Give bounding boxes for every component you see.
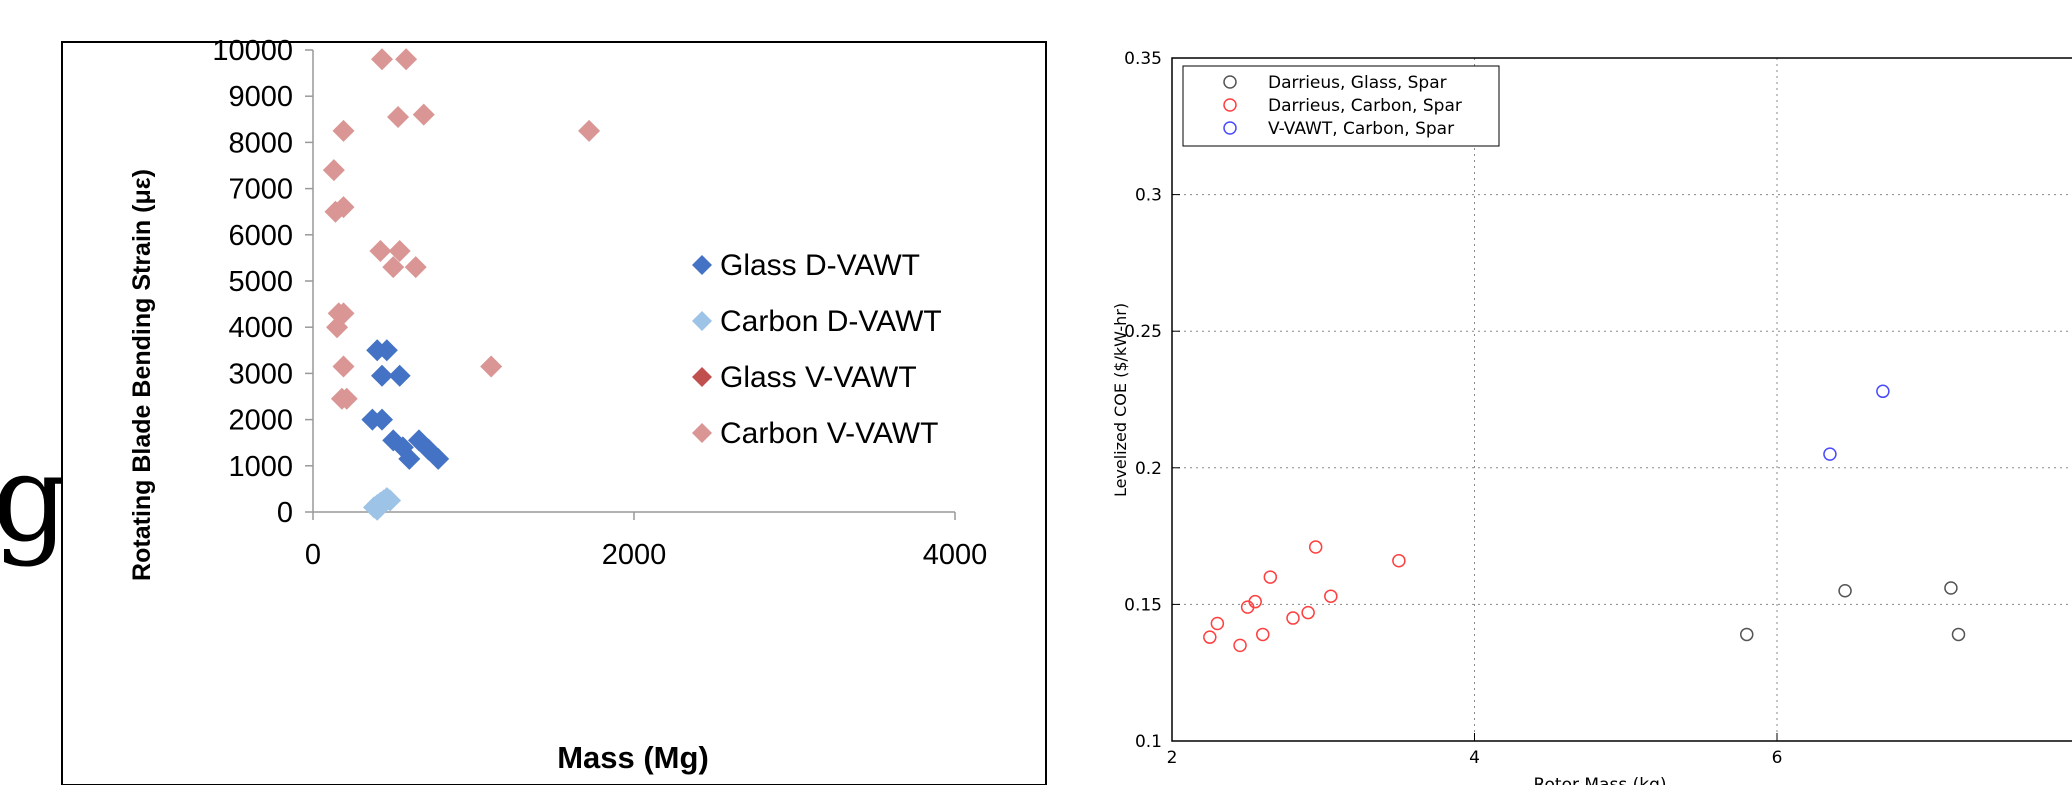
chart1-data-point [412, 103, 435, 126]
chart1-legend-label: Glass D-VAWT [720, 249, 920, 282]
chart2-data-point [1324, 589, 1338, 603]
chart1-y-tick-label: 5000 [228, 266, 293, 298]
chart2-data-point [1838, 583, 1852, 598]
chart1-y-tick-label: 9000 [228, 81, 293, 113]
chart1-x-tick-label: 2000 [602, 539, 667, 571]
chart1-legend-label: Glass V-VAWT [720, 361, 917, 394]
chart2-data-point [1740, 627, 1754, 642]
chart2-data-point [1392, 553, 1406, 568]
chart1-data-point [332, 196, 355, 219]
chart1-data-point [322, 159, 345, 182]
chart1-data-point [427, 447, 450, 470]
chart1-data-point [332, 355, 355, 378]
chart1-y-tick-label: 7000 [228, 174, 293, 206]
chart1-y-tick-label: 6000 [228, 220, 293, 252]
chart1-y-tick-label: 8000 [228, 127, 293, 159]
chart1-data-point [332, 302, 355, 325]
chart1-data-point [388, 364, 411, 387]
chart1-data-point [388, 239, 411, 262]
chart2-x-axis-label: Rotor Mass (kg) [1533, 775, 1666, 785]
chart1-data-point [369, 495, 392, 518]
chart2-data-point [1944, 581, 1958, 595]
chart1-legend-label: Carbon V-VAWT [720, 417, 938, 450]
chart1-data-point [404, 256, 427, 279]
chart2-legend-marker [1223, 121, 1237, 135]
chart2-x-tick-label: 6 [1772, 748, 1783, 768]
chart1-y-tick-label: 10000 [212, 35, 293, 67]
chart1-data-point [480, 355, 503, 378]
chart2-y-axis-label: Levelized COE ($/kW-hr) [1111, 303, 1130, 497]
chart2-data-point [1951, 627, 1966, 642]
chart1-data-point [371, 48, 394, 71]
cropped-glyph: g [0, 430, 69, 569]
chart1-data-point [332, 119, 355, 142]
chart2-data-point [1248, 594, 1262, 609]
chart1-data-point [387, 105, 410, 128]
chart2-data-point [1263, 570, 1278, 584]
chart2-y-tick-label: 0.15 [1124, 595, 1162, 615]
chart1-legend-marker [692, 311, 712, 331]
chart1-legend-label: Carbon D-VAWT [720, 305, 942, 338]
chart2-data-point [1210, 616, 1225, 631]
chart2-data-point [1823, 447, 1837, 461]
chart1-y-tick-label: 2000 [228, 405, 293, 437]
chart2-x-tick-label: 4 [1469, 748, 1480, 768]
chart2-data-point [1233, 638, 1247, 653]
chart2-y-tick-label: 0.25 [1124, 322, 1162, 342]
chart1-legend-marker [692, 423, 712, 443]
chart1-y-tick-label: 4000 [228, 312, 293, 344]
chart1-y-tick-label: 0 [277, 497, 293, 529]
chart1-frame [61, 41, 1047, 785]
chart1-data-point [578, 119, 601, 142]
chart1-y-axis-label: Rotating Blade Bending Strain (με) [128, 169, 156, 581]
chart2-plot-area [1171, 57, 2072, 742]
chart1-x-tick-label: 4000 [923, 539, 988, 571]
chart2-data-point [1286, 611, 1300, 625]
chart1-x-tick-label: 0 [305, 539, 321, 571]
chart2-legend-label: Darrieus, Carbon, Spar [1268, 96, 1462, 116]
chart2-data-point [1256, 627, 1270, 642]
chart1-data-point [371, 364, 394, 387]
chart1-y-tick-label: 3000 [228, 358, 293, 390]
chart2-data-point [1308, 540, 1323, 554]
chart1-legend-marker [692, 255, 712, 275]
chart2-y-tick-label: 0.2 [1135, 459, 1162, 479]
chart2-data-point [1301, 605, 1315, 620]
chart1-legend-marker [692, 367, 712, 387]
chart1-x-axis-label: Mass (Mg) [557, 740, 709, 775]
chart2-y-tick-label: 0.3 [1135, 186, 1162, 206]
chart2-legend-marker [1223, 75, 1237, 89]
chart2-data-point [1876, 384, 1890, 399]
chart1-data-point [369, 239, 392, 262]
chart1-data-point [395, 48, 418, 71]
chart2-legend-label: Darrieus, Glass, Spar [1268, 73, 1447, 93]
chart2-y-tick-label: 0.35 [1124, 49, 1162, 69]
chart1-data-point [335, 387, 358, 410]
chart2-legend-marker [1223, 98, 1237, 112]
chart1-data-point [371, 408, 394, 431]
chart1-data-point [398, 447, 421, 470]
chart2-x-tick-label: 2 [1167, 748, 1178, 768]
chart2-legend-label: V-VAWT, Carbon, Spar [1268, 119, 1454, 139]
chart1-data-point [375, 339, 398, 362]
chart2-data-point [1203, 630, 1217, 644]
chart2-y-tick-label: 0.1 [1135, 732, 1162, 752]
chart1-y-tick-label: 1000 [228, 451, 293, 483]
chart1-data-point [382, 256, 405, 279]
